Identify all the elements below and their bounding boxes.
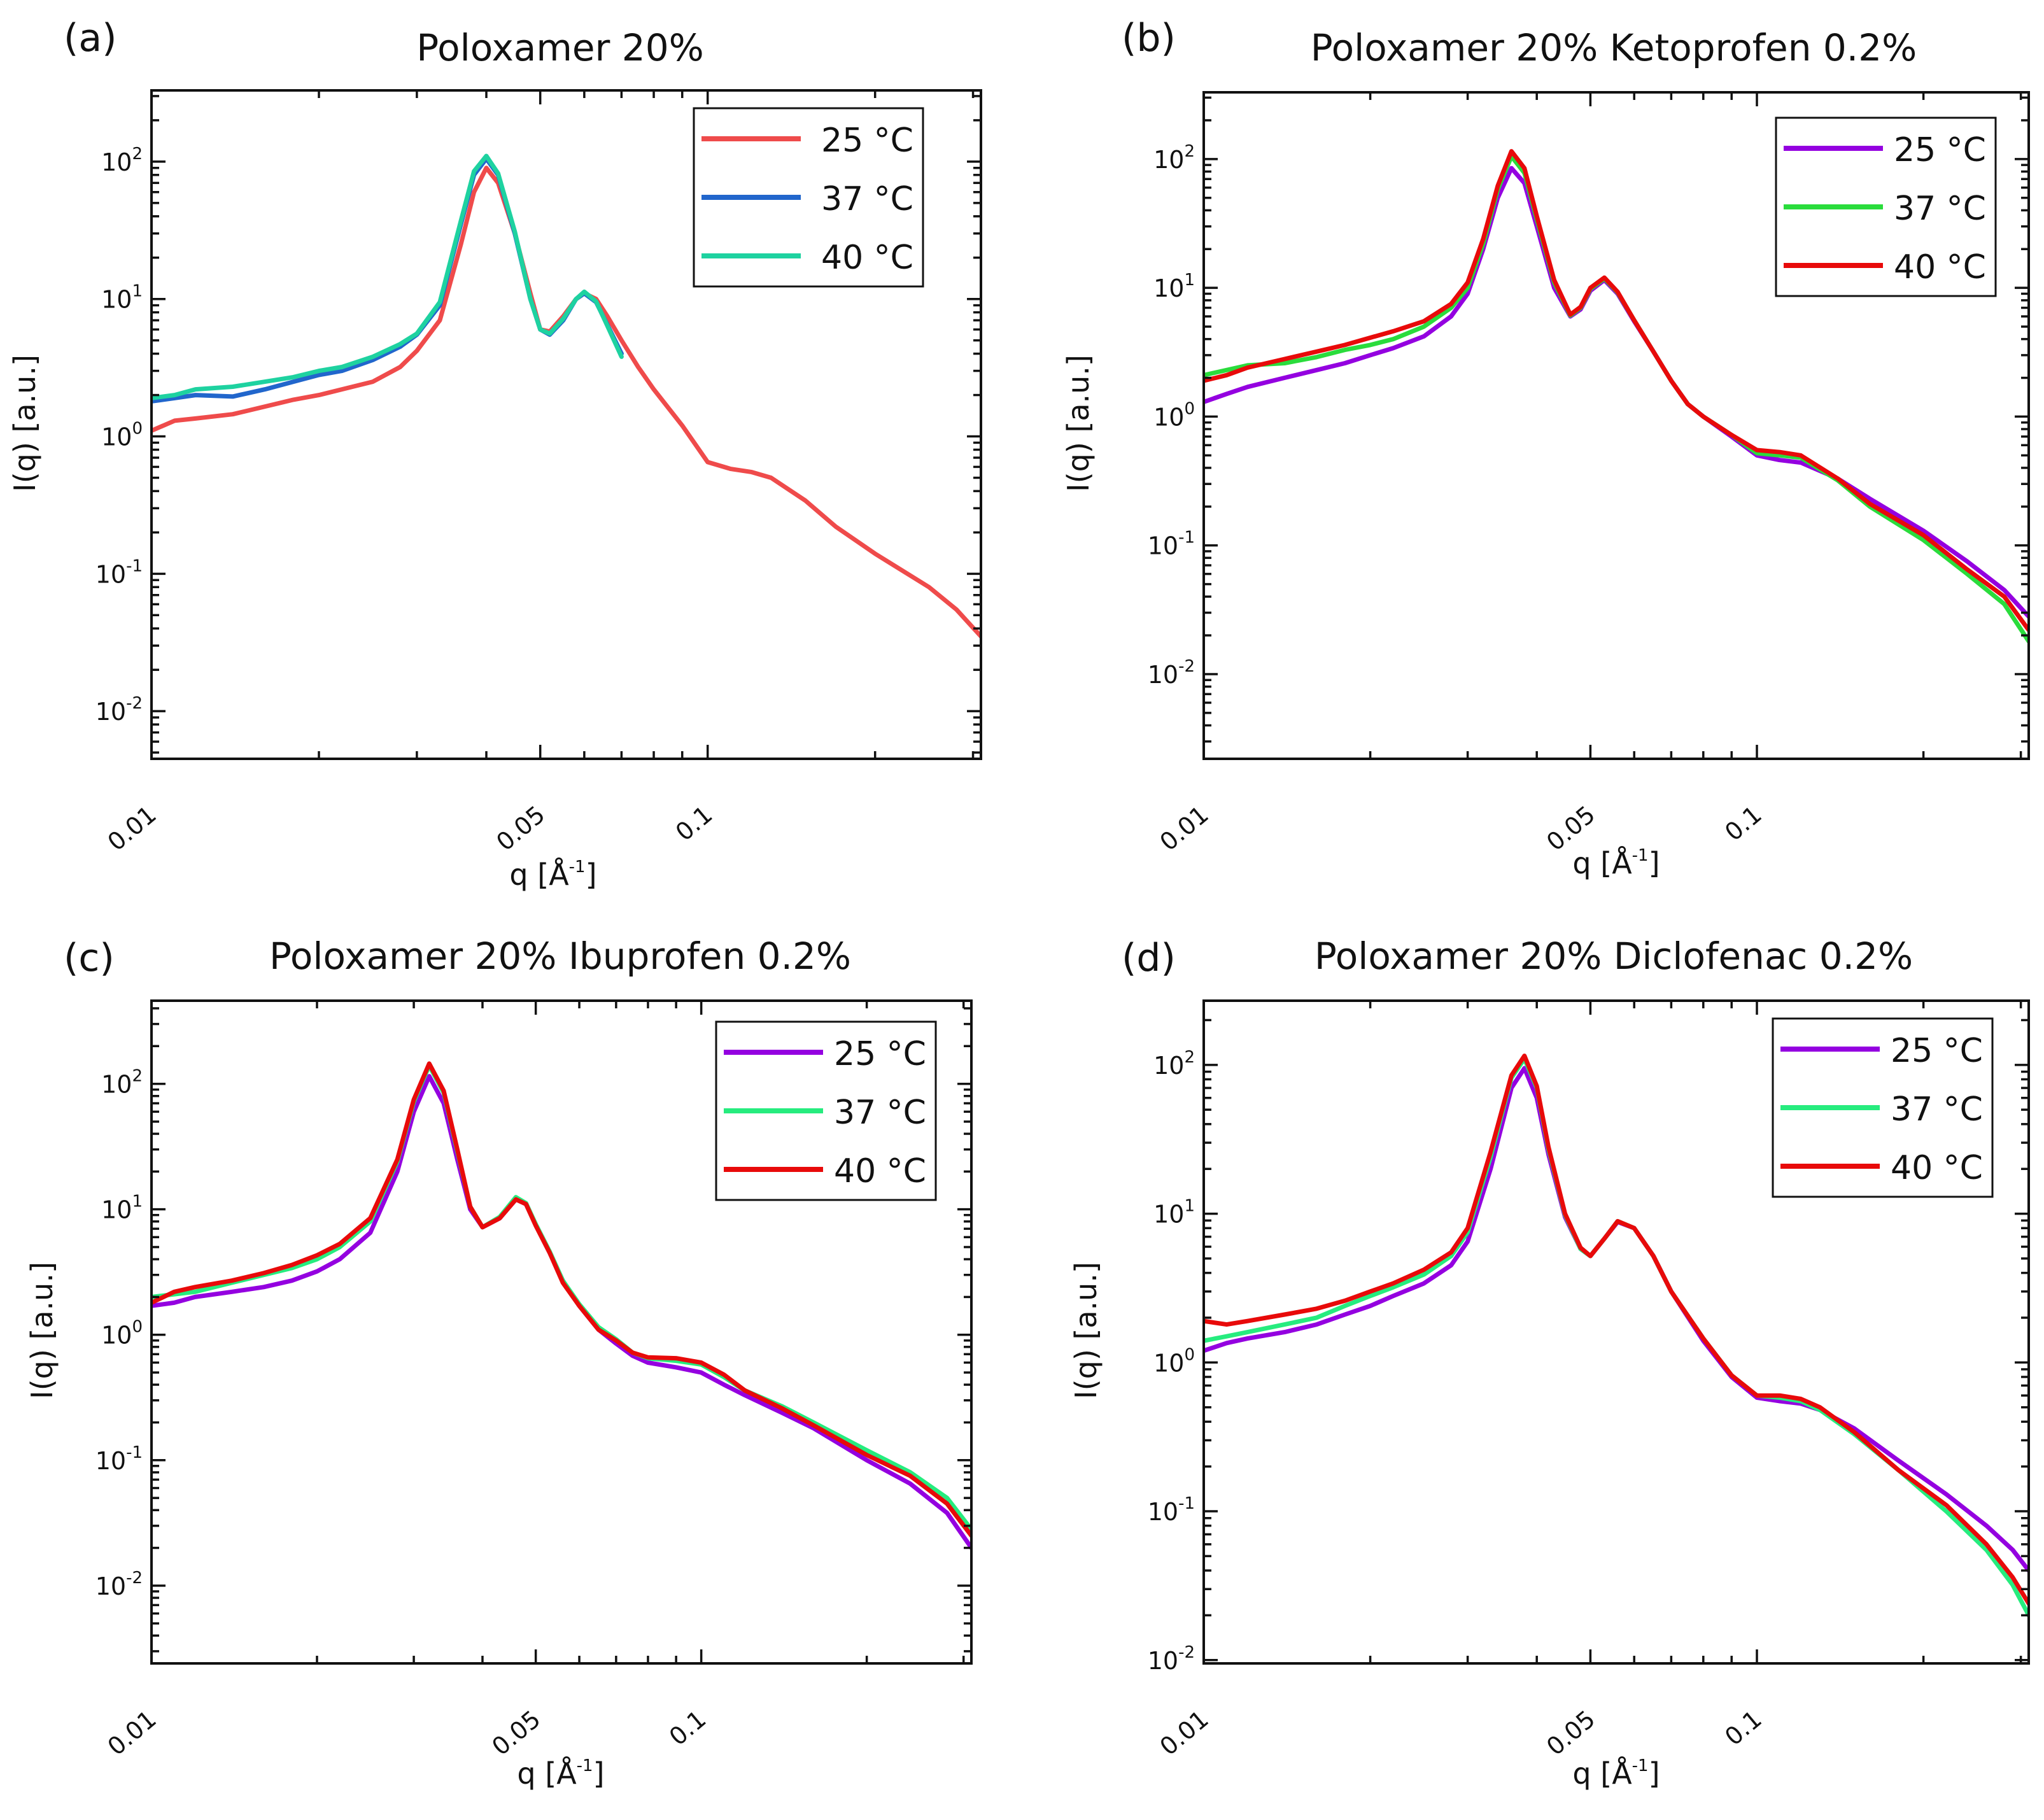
legend: 25 °C 37 °C 40 °C	[1772, 1017, 1994, 1198]
chart-panel-2: (b) Poloxamer 20% Ketoprofen 0.2% 10-2 10-1…	[1061, 16, 2030, 880]
legend-label: 37 °C	[1891, 1090, 1983, 1129]
panel-letter: (a)	[64, 16, 117, 60]
x-tick-label: 0.05	[1541, 1705, 1600, 1761]
y-tick-label: 100	[101, 1318, 143, 1350]
x-axis-label: q [Å-1]	[509, 857, 596, 892]
y-tick-label: 10-1	[95, 556, 143, 588]
x-tick-label: 0.01	[1155, 800, 1214, 856]
y-tick-label: 10-1	[1148, 528, 1195, 560]
series-line-40c	[1204, 1054, 2029, 1606]
y-tick-label: 101	[101, 282, 143, 314]
y-tick-label: 101	[101, 1192, 143, 1224]
x-tick-label: 0.01	[1155, 1705, 1214, 1761]
y-tick-label: 10-2	[1148, 1643, 1195, 1675]
y-tick-label: 101	[1153, 1197, 1195, 1229]
x-tick-label: 0.1	[1719, 800, 1767, 847]
legend: 25 °C 37 °C 40 °C	[1775, 116, 1997, 297]
y-tick-label: 102	[101, 1067, 143, 1099]
x-axis-label: q [Å-1]	[1572, 846, 1660, 880]
y-tick-label: 10-1	[1148, 1494, 1195, 1526]
legend-label: 40 °C	[821, 239, 913, 277]
y-tick-label: 10-2	[1148, 657, 1195, 689]
y-tick-label: 100	[1153, 399, 1195, 431]
y-axis-label: I(q) [a.u.]	[8, 355, 42, 492]
x-tick-label: 0.1	[664, 1705, 712, 1751]
legend-label: 25 °C	[1894, 131, 1986, 169]
chart-panel-4: (d) Poloxamer 20% Diclofenac 0.2% 10-2 10-1…	[1069, 935, 2030, 1791]
legend: 25 °C 37 °C 40 °C	[715, 1020, 937, 1201]
y-tick-label: 102	[1153, 1048, 1195, 1080]
plot-frame	[1202, 91, 2030, 760]
series-line-40c	[152, 153, 624, 400]
series-line-40c	[1204, 149, 2029, 633]
panel-letter: (d)	[1122, 936, 1176, 980]
x-axis-label: q [Å-1]	[517, 1756, 604, 1791]
series-line-37c	[152, 156, 624, 404]
y-tick-label: 100	[101, 420, 143, 451]
legend-label: 37 °C	[1894, 190, 1986, 228]
chart-panel-1: (a) Poloxamer 20% 10-2 10-1 100 101 102 0.01 0.0…	[8, 16, 982, 892]
x-axis-label: q [Å-1]	[1572, 1756, 1660, 1791]
plot-frame	[150, 89, 982, 760]
y-axis-label: I(q) [a.u.]	[1069, 1262, 1103, 1399]
legend-label: 25 °C	[834, 1035, 926, 1073]
legend-label: 37 °C	[821, 180, 913, 218]
y-tick-label: 102	[1153, 142, 1195, 174]
legend-label: 40 °C	[1894, 248, 1986, 286]
legend-label: 40 °C	[1891, 1149, 1983, 1187]
x-tick-label: 0.01	[102, 1705, 162, 1761]
y-axis-label: I(q) [a.u.]	[25, 1262, 59, 1399]
x-tick-label: 0.1	[670, 800, 718, 847]
plot-frame	[1202, 999, 2030, 1665]
y-tick-label: 101	[1153, 271, 1195, 302]
legend-label: 25 °C	[821, 122, 913, 160]
plot-frame	[150, 999, 973, 1665]
y-tick-label: 10-2	[95, 1569, 143, 1600]
chart-title: Poloxamer 20%	[416, 26, 703, 69]
x-tick-label: 0.05	[491, 800, 550, 856]
panel-letter: (b)	[1122, 16, 1176, 60]
series-line-40c	[152, 1061, 971, 1538]
chart-title: Poloxamer 20% Ibuprofen 0.2%	[269, 935, 851, 978]
y-tick-label: 10-2	[95, 694, 143, 726]
chart-title: Poloxamer 20% Diclofenac 0.2%	[1315, 935, 1913, 978]
legend-label: 40 °C	[834, 1152, 926, 1190]
y-tick-label: 10-1	[95, 1443, 143, 1475]
x-tick-label: 0.01	[102, 800, 162, 856]
legend: 25 °C 37 °C 40 °C	[693, 107, 924, 288]
y-tick-label: 102	[101, 145, 143, 176]
chart-panel-3: (c) Poloxamer 20% Ibuprofen 0.2% 10-2 10-1 1…	[25, 935, 973, 1791]
x-tick-label: 0.1	[1719, 1705, 1767, 1751]
y-axis-label: I(q) [a.u.]	[1061, 355, 1096, 492]
legend-label: 25 °C	[1891, 1032, 1983, 1070]
x-tick-label: 0.05	[486, 1705, 546, 1761]
chart-title: Poloxamer 20% Ketoprofen 0.2%	[1311, 26, 1917, 69]
panel-letter: (c)	[64, 936, 115, 980]
legend-label: 37 °C	[834, 1094, 926, 1132]
y-tick-label: 100	[1153, 1345, 1195, 1377]
